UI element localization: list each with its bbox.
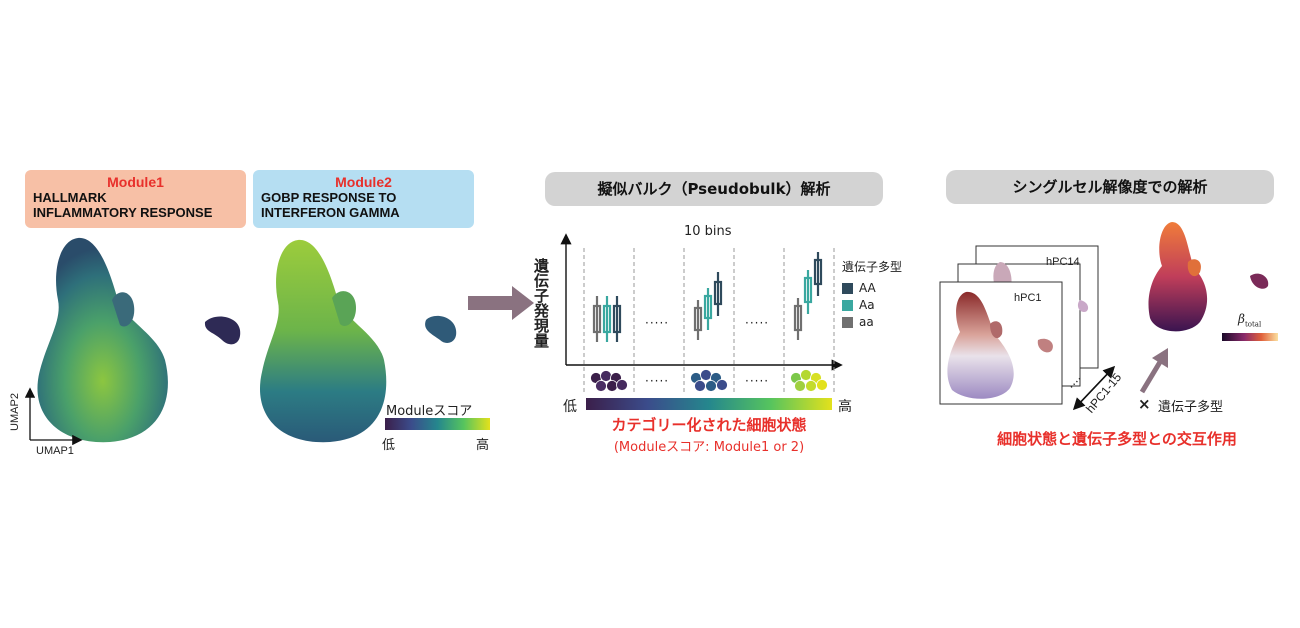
umap-module2 (259, 239, 457, 443)
boxplots-bin-high (793, 252, 823, 340)
module1-box: Module1 HALLMARK INFLAMMATORY RESPONSE (25, 170, 246, 228)
bin-dividers (583, 248, 835, 395)
cell-cluster-low (590, 370, 628, 392)
umap-axes (24, 387, 83, 446)
pseudobulk-axes (560, 233, 843, 371)
legend-item-AA: AA (842, 281, 902, 295)
module-colorbar-title: Moduleスコア (386, 404, 473, 419)
dots-clusters-2: ····· (745, 374, 770, 388)
cell-state-low: 低 (563, 399, 577, 415)
bins-label: 10 bins (684, 224, 732, 239)
module1-line1: HALLMARK (33, 190, 107, 205)
pc-range-arrow (1072, 365, 1116, 411)
umap1-label: UMAP1 (36, 445, 74, 457)
card-hpc1: hPC1 (1014, 292, 1042, 304)
dots-mid-1: ····· (645, 316, 670, 330)
cell-state-subcaption: (Moduleスコア: Module1 or 2) (613, 440, 805, 455)
cell-state-caption: カテゴリー化された細胞状態 (611, 416, 807, 434)
flow-arrow-1 (468, 286, 534, 320)
legend-item-Aa: Aa (842, 298, 902, 312)
cell-cluster-mid (690, 369, 728, 392)
umap-beta-total (1148, 222, 1269, 332)
cell-state-high: 高 (838, 399, 852, 415)
genotype-legend-title: 遺伝子多型 (842, 260, 903, 274)
flow-arrow-2 (1139, 348, 1168, 394)
interaction-caption: 細胞状態と遺伝子多型との交互作用 (997, 430, 1237, 448)
module-colorbar-high: 高 (476, 438, 490, 453)
card-hpc14: hPC14 (1046, 256, 1080, 268)
genotype-label: 遺伝子多型 (1158, 400, 1224, 415)
module1-title: Module1 (107, 174, 164, 190)
dots-clusters-1: ····· (645, 374, 670, 388)
pseudobulk-header: 擬似バルク（Pseudobulk）解析 (545, 172, 883, 206)
module1-line2: INFLAMMATORY RESPONSE (33, 205, 213, 220)
umap2-label: UMAP2 (8, 393, 21, 431)
cell-cluster-high (790, 369, 828, 392)
umap-module1 (37, 237, 241, 443)
beta-label: βtotal (1238, 312, 1262, 329)
module2-line2: INTERFERON GAMMA (261, 205, 400, 220)
module-colorbar-low: 低 (382, 438, 396, 453)
genotype-legend: 遺伝子多型 AA Aa aa (842, 258, 902, 332)
module-colorbar (385, 418, 490, 430)
legend-item-aa: aa (842, 315, 902, 329)
beta-colorbar (1222, 333, 1278, 341)
cell-state-colorbar (586, 398, 832, 410)
cross-symbol: × (1138, 395, 1151, 413)
boxplots-bin-mid (693, 272, 723, 340)
single-cell-header: シングルセル解像度での解析 (946, 170, 1274, 204)
module2-line1: GOBP RESPONSE TO (261, 190, 397, 205)
pc-card-front (939, 281, 1063, 405)
boxplots-bin-low (592, 296, 622, 342)
dots-mid-2: ····· (745, 316, 770, 330)
expression-ylabel: 遺伝子発現量 (532, 258, 550, 348)
module2-title: Module2 (335, 174, 392, 190)
module2-box: Module2 GOBP RESPONSE TO INTERFERON GAMM… (253, 170, 474, 228)
